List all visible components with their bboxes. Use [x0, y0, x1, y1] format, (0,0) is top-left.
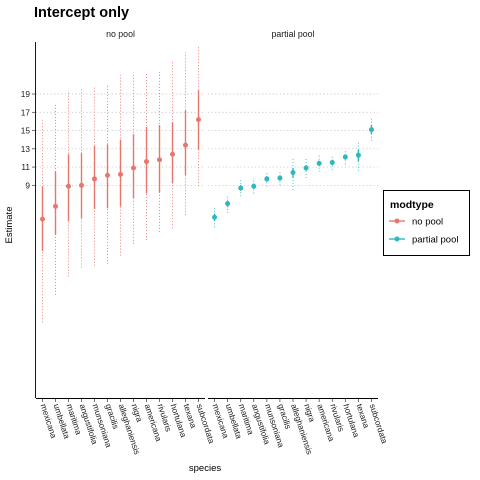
legend: modtype no pool partial pool: [383, 190, 470, 256]
estimate-point: [251, 183, 257, 189]
y-tick-label: 13: [21, 144, 31, 154]
estimate-point: [264, 176, 270, 182]
facet-panel-no-pool: no poolmexicanaumbellatamaritimaangustif…: [36, 29, 217, 456]
legend-item-label: no pool: [412, 217, 443, 228]
estimate-point: [144, 159, 149, 165]
estimate-point: [368, 127, 374, 133]
x-axis-label: species: [189, 463, 221, 474]
estimate-point: [105, 172, 110, 178]
facet-strip-label: partial pool: [271, 29, 314, 39]
estimate-point: [342, 154, 348, 160]
estimate-point: [355, 152, 361, 158]
y-tick-label: 9: [25, 180, 30, 190]
estimate-point: [118, 171, 123, 177]
estimate-point: [238, 185, 244, 191]
y-axis-label: Estimate: [4, 207, 15, 244]
legend-key-point: [394, 236, 400, 242]
estimate-point: [170, 151, 175, 157]
y-tick-label: 11: [21, 162, 30, 172]
estimate-point: [92, 176, 97, 182]
estimate-point: [131, 165, 136, 171]
y-tick-label: 19: [21, 89, 31, 99]
estimate-point: [79, 182, 84, 188]
facet-panels: 9 11 13 15 17 19 no poolmexicanaumbellatamarit…: [21, 29, 390, 456]
facet-panel-partial-pool: partial poolmexicanaumbellatamaritimaang…: [208, 29, 390, 456]
facet-strip-label: no pool: [106, 29, 135, 39]
estimate-point: [225, 201, 231, 207]
estimate-point: [53, 203, 58, 209]
estimate-point: [66, 183, 71, 189]
estimate-point: [196, 117, 201, 123]
estimate-point: [277, 175, 283, 181]
estimate-point: [316, 160, 322, 166]
y-tick-label: 15: [21, 126, 31, 136]
estimate-point: [329, 159, 335, 165]
estimate-point: [303, 165, 309, 171]
chart-title: Intercept only: [34, 5, 129, 21]
estimate-point: [157, 157, 162, 163]
y-tick-label: 17: [21, 107, 31, 117]
estimate-point: [183, 142, 188, 148]
estimate-point: [40, 216, 45, 222]
legend-item-label: partial pool: [412, 235, 458, 246]
estimate-point: [290, 170, 296, 176]
legend-title: modtype: [390, 199, 434, 211]
estimate-point: [212, 214, 218, 220]
legend-key-point: [394, 218, 400, 224]
